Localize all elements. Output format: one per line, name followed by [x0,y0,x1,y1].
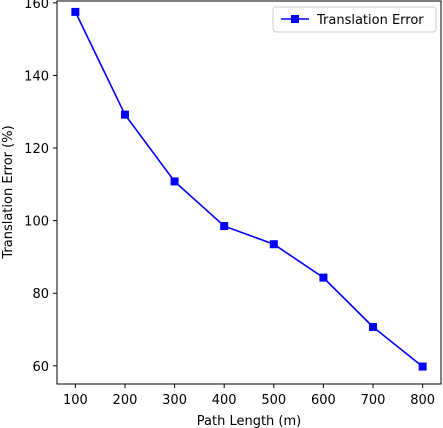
data-point [269,240,278,249]
x-tick-label: 700 [361,393,386,408]
data-point [170,177,179,186]
y-tick-label: 80 [32,287,49,302]
x-tick-label: 500 [261,393,286,408]
legend: Translation Error [272,6,437,33]
y-tick-label: 160 [24,0,49,12]
plot-frame [56,0,442,385]
data-point [120,110,129,119]
x-tick-label: 800 [410,393,435,408]
y-tick-label: 100 [24,215,49,230]
y-tick-label: 140 [24,69,49,84]
x-tick-label: 200 [113,393,138,408]
series-line [74,11,424,368]
y-tick-label: 120 [24,142,49,157]
x-tick-label: 400 [212,393,237,408]
x-tick-label: 600 [311,393,336,408]
x-axis-title: Path Length (m) [197,414,301,428]
data-point [319,273,328,282]
x-tick-label: 100 [63,393,88,408]
legend-marker [291,15,299,23]
y-tick-label: 60 [32,360,49,375]
data-point [418,362,427,371]
x-tick-label: 300 [162,393,187,408]
data-point [220,222,229,231]
legend-label: Translation Error [316,13,424,28]
data-point [71,7,80,16]
data-point [369,323,378,332]
y-axis-title: Translation Error (%) [1,125,16,259]
legend-box [272,6,437,33]
